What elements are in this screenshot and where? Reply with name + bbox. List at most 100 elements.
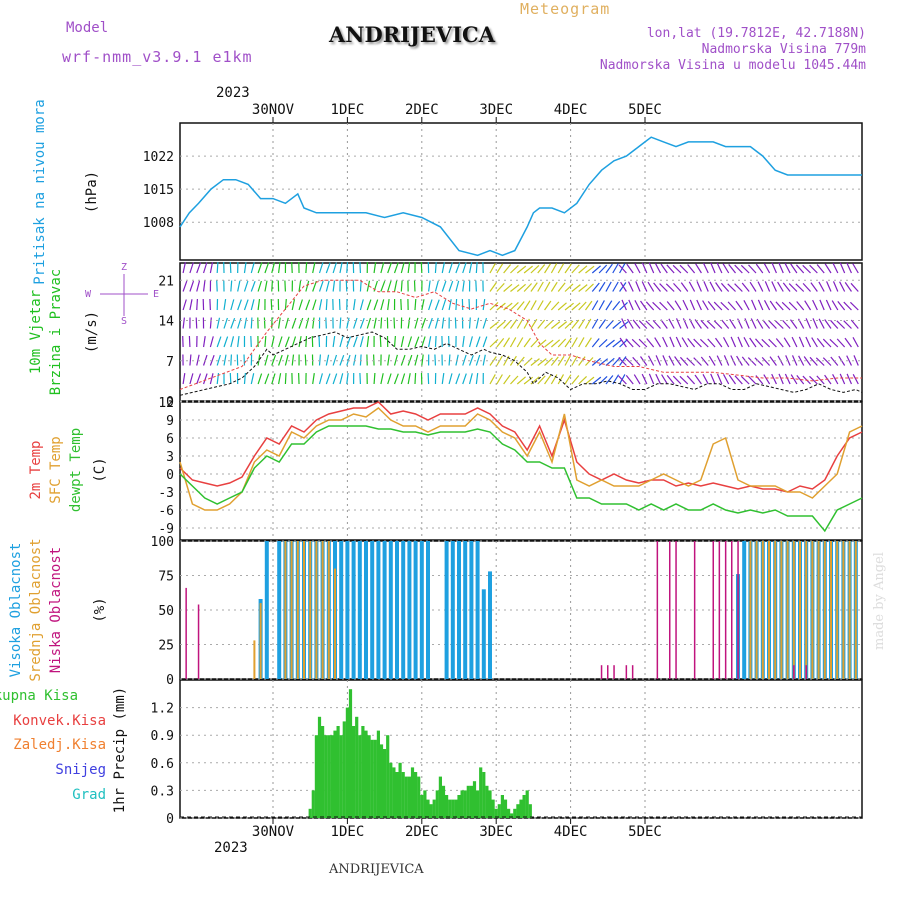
wind-barb-335 <box>503 374 511 385</box>
cloud-mid-bar-14 <box>768 541 770 679</box>
wind-barb-199 <box>373 317 377 329</box>
precip-bar-32 <box>407 776 411 818</box>
wind-barb-695 <box>849 301 859 311</box>
wind-barb-122 <box>298 317 304 329</box>
panel-frame-pressure <box>179 122 863 261</box>
panel-frame-temp <box>179 401 863 541</box>
wind-barb-221 <box>393 335 396 348</box>
wind-barb-502 <box>662 355 668 366</box>
wind-barb-495 <box>655 355 662 366</box>
wind-barb-54 <box>230 354 232 366</box>
pressure-title: Pritisak na nivou mora <box>32 99 48 284</box>
wind-barb-207 <box>379 335 382 348</box>
wind-barb-472 <box>632 319 641 329</box>
wind-barb-675 <box>830 319 839 329</box>
wind-barb-444 <box>612 320 622 329</box>
wind-barb-215 <box>387 354 390 366</box>
wind-barb-127 <box>305 280 310 292</box>
wind-barb-564 <box>722 337 730 348</box>
wind-barb-260 <box>434 280 439 292</box>
wind-barb-647 <box>805 318 812 329</box>
wind-barb-316 <box>489 282 497 292</box>
cloud-mid-bar-2 <box>284 541 287 679</box>
wind-barb-397 <box>564 355 571 366</box>
wind-barb-492 <box>652 301 661 311</box>
wind-barb-538 <box>694 374 702 385</box>
wind-barb-606 <box>761 338 771 348</box>
wind-barb-95 <box>271 336 275 348</box>
wind-barb-405 <box>571 375 580 385</box>
cloud-high-bar-1 <box>264 541 269 679</box>
precip-bar-44 <box>445 795 449 818</box>
wind-barb-595 <box>755 263 764 274</box>
wind-barb-661 <box>818 318 825 329</box>
wind-barb-2 <box>182 299 187 311</box>
wind-barb-698 <box>853 355 859 366</box>
wind-barb-449 <box>619 282 627 292</box>
label-total-precip: Ukupna Kisa <box>0 688 78 704</box>
wind-barb-386 <box>557 282 566 292</box>
wind-barb-450 <box>619 301 628 311</box>
compass-w: W <box>85 289 92 300</box>
wind-barb-108 <box>284 317 289 329</box>
cloud-high-bar-14 <box>351 541 356 679</box>
wind-barb-485 <box>645 301 655 311</box>
wind-barb-93 <box>270 298 273 311</box>
panel-frame-precip <box>179 679 863 819</box>
wind-barb-190 <box>366 280 371 292</box>
wind-barb-489 <box>648 373 655 385</box>
label-dew: dewpt Temp <box>68 428 84 512</box>
wind-barb-211 <box>387 280 392 292</box>
wind-barb-298 <box>468 336 473 348</box>
wind-barb-546 <box>710 262 716 274</box>
wind-barb-446 <box>612 356 621 366</box>
wind-barb-403 <box>571 337 578 348</box>
wind-barb-90 <box>264 373 270 385</box>
label-mid-cloud: Srednja Oblacnost <box>28 538 44 681</box>
wind-barb-361 <box>530 338 539 348</box>
precip-bar-8 <box>333 730 337 818</box>
wind-barb-58 <box>237 299 242 311</box>
dewpoint-line <box>179 425 863 533</box>
wind-barb-435 <box>605 281 612 292</box>
pressure-y-tick-0: 1008 <box>143 216 174 231</box>
wind-barb-432 <box>598 358 609 366</box>
cloud-mid-bar-17 <box>786 541 789 679</box>
wind-barb-672 <box>832 262 839 274</box>
wind-barb-562 <box>720 301 730 311</box>
wind-barb-131 <box>304 354 307 366</box>
wind-barb-632 <box>788 301 798 311</box>
wind-barb-98 <box>277 262 281 274</box>
wind-barb-422 <box>591 300 599 311</box>
wind-barb-21 <box>202 262 208 274</box>
wind-barb-182 <box>359 261 362 274</box>
wind-barb-258 <box>427 372 430 385</box>
wind-barb-330 <box>503 283 513 292</box>
wind-barb-183 <box>359 280 362 292</box>
wind-title-2: Brzina i Pravac <box>48 269 64 395</box>
wind-barb-380 <box>550 301 560 311</box>
precip-bar-52 <box>469 785 473 818</box>
wind-barb-470 <box>635 281 641 292</box>
wind-barb-482 <box>641 373 648 385</box>
wind-barb-620 <box>775 338 784 348</box>
wind-barb-653 <box>812 299 818 311</box>
x-tick-top-2: 2DEC <box>405 102 439 118</box>
x-tick-bottom-0: 30NOV <box>252 824 295 840</box>
cloud-mid-bar-26 <box>842 541 845 679</box>
wind-barb-3 <box>182 317 185 329</box>
wind-barb-300 <box>468 373 473 385</box>
precip-unit: 1hr Precip (mm) <box>112 687 128 813</box>
wind-barb-691 <box>846 355 853 366</box>
wind-barb-561 <box>720 282 730 292</box>
wind-barb-97 <box>271 373 276 385</box>
wind-barb-391 <box>557 374 565 385</box>
wind-barb-612 <box>768 320 777 329</box>
wind-barb-476 <box>641 262 648 274</box>
wind-barb-526 <box>688 281 696 292</box>
wind-barb-642 <box>798 355 805 366</box>
precip-bar-59 <box>491 799 495 818</box>
wind-barb-267 <box>441 280 447 292</box>
precip-y-tick-1: 0.3 <box>151 784 174 799</box>
precip-bar-19 <box>367 735 371 818</box>
